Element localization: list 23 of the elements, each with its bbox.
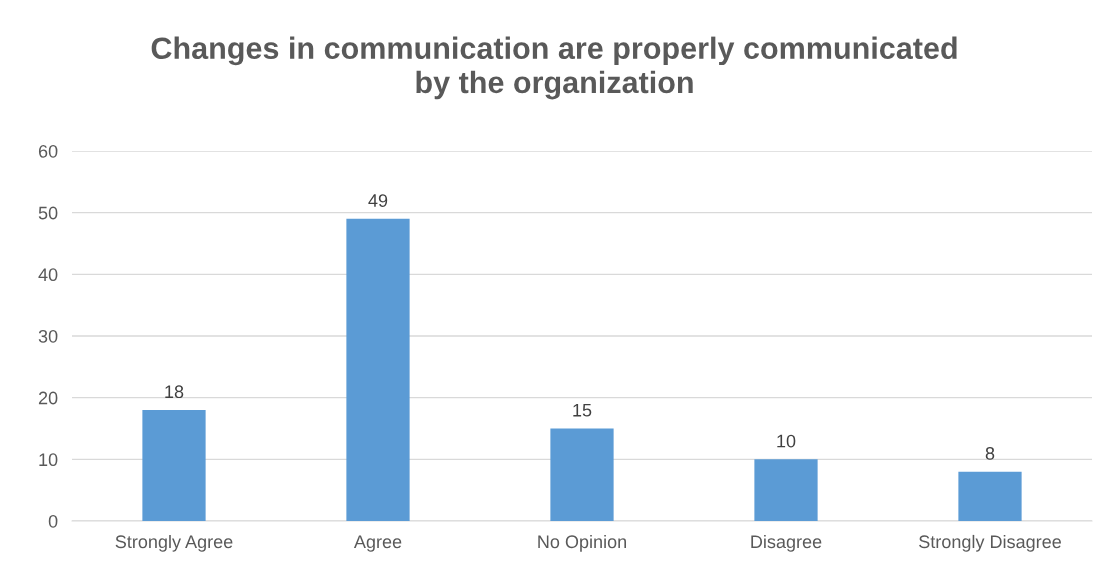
x-tick-label: No Opinion: [538, 534, 626, 552]
x-tick-label: Agree: [353, 535, 402, 552]
bar: [958, 471, 1022, 521]
bar: [142, 410, 206, 521]
x-tick-label: Disagree: [751, 534, 822, 552]
data-label: 49: [368, 194, 388, 207]
y-tick-label: 60: [38, 144, 58, 158]
y-tick-label: 0: [48, 514, 58, 528]
y-tick-label: 50: [38, 206, 58, 220]
bar: [550, 428, 614, 521]
y-tick-label: 10: [39, 453, 58, 467]
y-tick-label: 20: [38, 391, 58, 405]
x-tick-label: Strongly Disagree: [919, 534, 1061, 552]
bar: [754, 459, 818, 521]
bar: [346, 218, 410, 521]
data-label: 10: [777, 434, 796, 448]
chart-title: Changes in communication are properly communicated by the organization: [151, 36, 957, 100]
y-tick-label: 40: [38, 268, 58, 282]
data-label: 15: [573, 404, 592, 417]
y-tick-label: 30: [38, 329, 58, 343]
x-tick-label: Strongly Agree: [115, 534, 233, 552]
data-label: 8: [985, 446, 995, 460]
data-label: 18: [165, 385, 184, 399]
